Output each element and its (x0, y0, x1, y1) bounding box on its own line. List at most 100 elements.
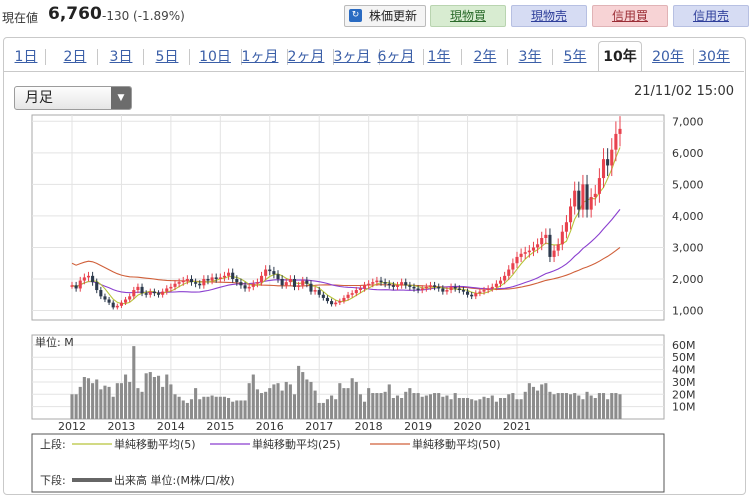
refresh-icon: ↻ (349, 9, 362, 22)
price-change: -130 (-1.89%) (102, 9, 185, 23)
volume-bar (330, 395, 334, 419)
candle-body (165, 288, 169, 292)
candle-body (247, 286, 251, 289)
tab-6[interactable]: 2ヶ月 (287, 49, 325, 65)
tab-7[interactable]: 3ヶ月 (333, 49, 371, 65)
candle-body (400, 282, 404, 286)
volume-bar (74, 394, 78, 419)
volume-bar (70, 394, 74, 419)
x-tick-label: 2017 (305, 420, 333, 433)
candle-body (531, 247, 536, 251)
tab-0[interactable]: 1日 (14, 49, 38, 65)
tab-8[interactable]: 6ヶ月 (377, 49, 415, 65)
tab-15[interactable]: 30年 (698, 49, 730, 65)
candle-body (367, 283, 371, 286)
candle-body (548, 234, 552, 257)
volume-bar (478, 399, 482, 419)
candle-body (573, 190, 577, 207)
volume-bar (342, 388, 346, 419)
refresh-price-button[interactable]: ↻ 株価更新 (344, 5, 426, 27)
candle-body (564, 222, 568, 232)
trade-button-4[interactable]: 信用売 (673, 5, 749, 27)
candle-body (189, 279, 194, 283)
volume-bar (614, 393, 618, 419)
candle-body (198, 283, 202, 286)
volume-tick-label: 40M (672, 364, 696, 377)
volume-bar (466, 398, 470, 419)
volume-bar (371, 393, 375, 419)
volume-bar (428, 394, 433, 419)
candle-body (424, 286, 428, 289)
candle-body (441, 288, 445, 292)
candle-body (259, 275, 264, 283)
candle-body (255, 282, 259, 284)
candle-body (593, 193, 597, 197)
candle-body (457, 288, 461, 291)
tab-1[interactable]: 2日 (63, 49, 87, 65)
candle-body (610, 149, 614, 166)
candle-body (486, 288, 490, 291)
candle-body (107, 299, 111, 303)
candle-body (334, 302, 338, 305)
volume-bar (99, 389, 103, 419)
candle-body (214, 277, 218, 279)
volume-bar (194, 388, 198, 419)
volume-bar (136, 388, 140, 419)
volume-bar (527, 383, 531, 419)
candle-body (412, 286, 416, 289)
candle-body (404, 282, 408, 286)
candle-period-select[interactable]: 月足 ▼ (14, 86, 132, 110)
tab-separator (287, 49, 288, 65)
y-tick-label: 5,000 (672, 178, 704, 191)
volume-bar (128, 381, 132, 419)
volume-bar (424, 395, 428, 419)
tab-11[interactable]: 3年 (518, 49, 542, 65)
volume-bar (301, 372, 305, 419)
volume-bar (235, 400, 239, 419)
x-tick-label: 2012 (58, 420, 86, 433)
volume-bar (276, 383, 280, 419)
volume-bar (564, 393, 568, 419)
candle-body (478, 291, 482, 294)
tab-9[interactable]: 1年 (427, 49, 451, 65)
candle-body (169, 286, 173, 289)
volume-bar (132, 346, 136, 419)
trade-button-1[interactable]: 現物買 (430, 5, 506, 27)
candle-body (354, 290, 358, 294)
candle-body (124, 299, 128, 303)
tab-14[interactable]: 20年 (652, 49, 684, 65)
x-tick-label: 2016 (256, 420, 284, 433)
candle-body (173, 283, 177, 287)
tab-2[interactable]: 3日 (109, 49, 133, 65)
tab-3[interactable]: 5日 (155, 49, 179, 65)
trade-button-3[interactable]: 信用買 (592, 5, 668, 27)
candle-body (375, 280, 379, 283)
candle-body (416, 288, 420, 291)
tab-12[interactable]: 5年 (563, 49, 587, 65)
chevron-down-icon: ▼ (111, 87, 131, 109)
volume-bar (239, 400, 243, 419)
refresh-price-label: 株価更新 (368, 9, 417, 23)
tab-13[interactable]: 10年 (598, 41, 642, 72)
y-tick-label: 4,000 (672, 210, 704, 223)
tab-separator (507, 49, 508, 65)
volume-bar (284, 381, 288, 419)
tab-4[interactable]: 10日 (199, 49, 231, 65)
volume-bar (507, 394, 511, 419)
volume-bar (412, 393, 416, 419)
candle-body (218, 277, 222, 279)
volume-bar (95, 379, 99, 419)
candle-body (152, 291, 156, 294)
volume-bar (214, 396, 218, 419)
volume-bar (474, 400, 478, 419)
candle-body (585, 184, 589, 210)
volume-bar (494, 401, 498, 419)
x-tick-label: 2014 (157, 420, 185, 433)
candle-body (321, 294, 325, 298)
candle-body (519, 253, 523, 257)
trade-button-2[interactable]: 現物売 (511, 5, 587, 27)
tab-5[interactable]: 1ヶ月 (241, 49, 279, 65)
tab-10[interactable]: 2年 (473, 49, 497, 65)
volume-bar (470, 399, 474, 419)
volume-bar (536, 390, 540, 419)
